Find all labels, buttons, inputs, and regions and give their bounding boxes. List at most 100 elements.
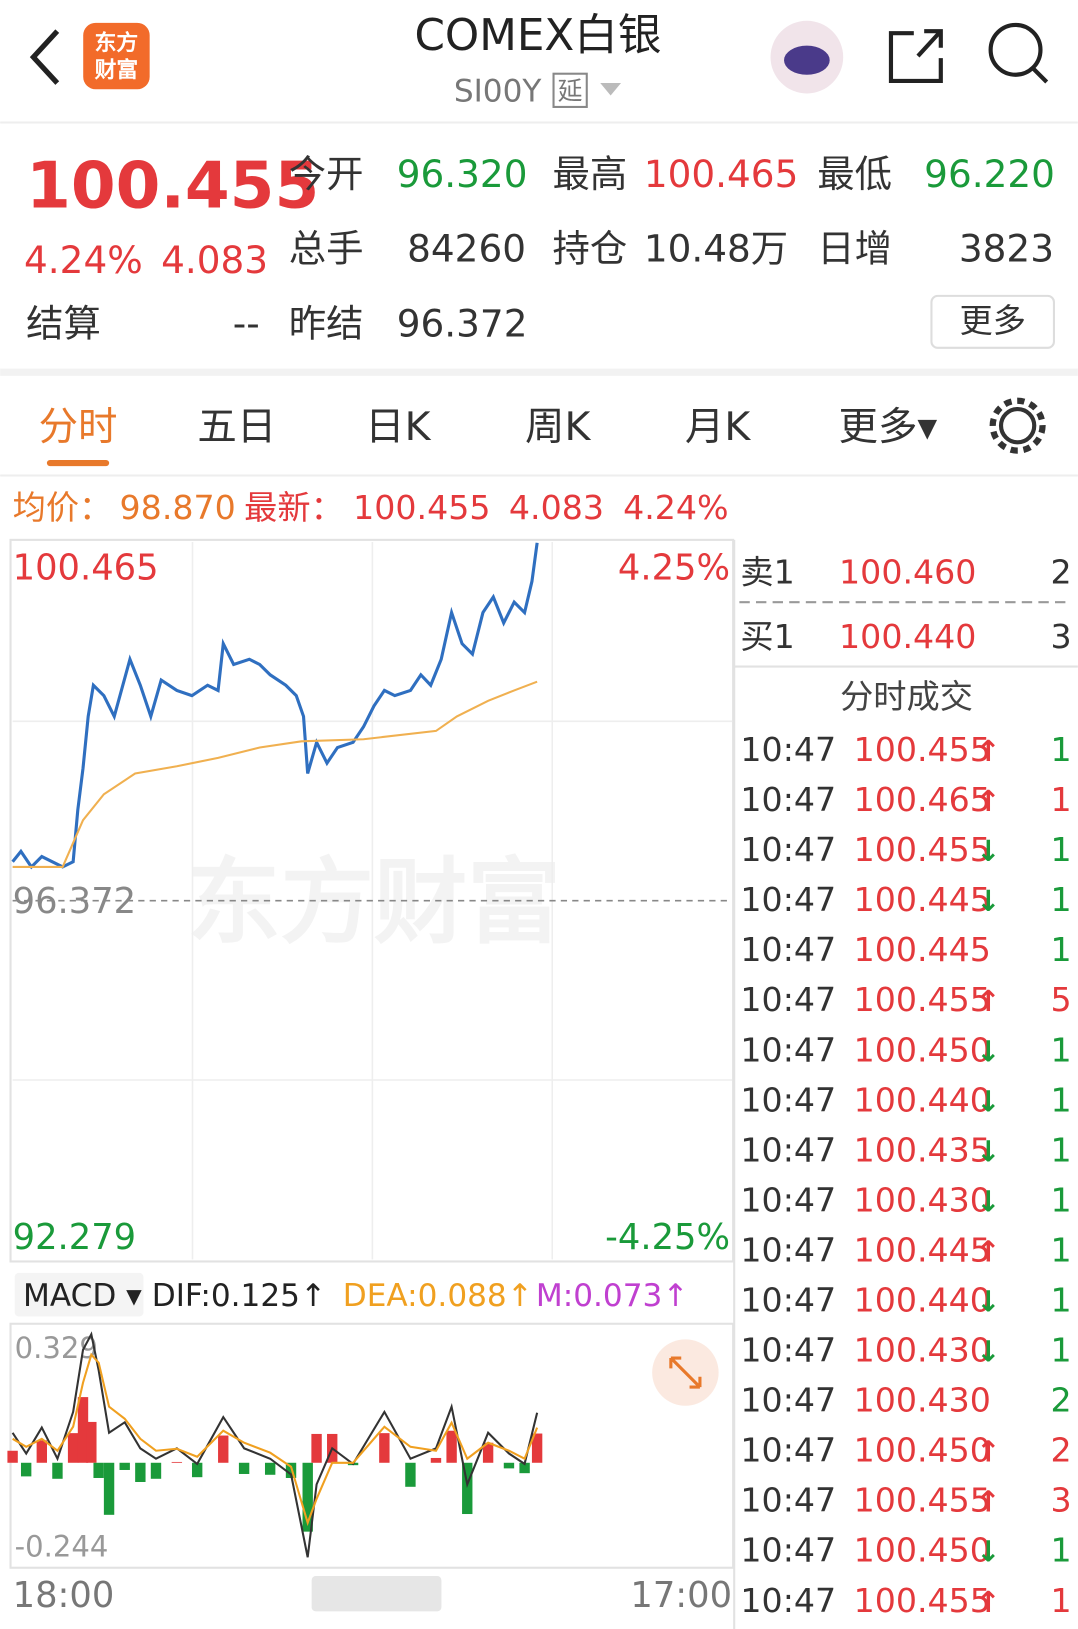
y-tick-label: 100.465 [13,547,159,588]
trade-volume: 5 [1050,980,1071,1019]
trade-price: 100.465 [854,780,991,819]
macd-bar [218,1435,229,1463]
tab[interactable]: 更多▾ [839,404,938,450]
tab[interactable]: 日K [365,404,431,450]
title: COMEX白银 [414,11,661,61]
trade-volume: 1 [1050,1281,1071,1320]
macd-line [11,1331,539,1558]
expand-icon [669,1356,702,1389]
trade-time: 10:47 [740,1080,836,1119]
trade-arrow: ↑ [976,784,1000,818]
y2-tick-label: -4.25% [605,1217,730,1258]
trade-arrow: ↑ [976,734,1000,768]
trade-price: 100.455 [854,980,991,1019]
field-label: 昨结 [289,301,364,345]
trade-time: 10:47 [740,1230,836,1269]
change: 4.083 [509,488,604,527]
trade-price: 100.455 [854,1481,991,1520]
scroll-handle[interactable] [311,1576,442,1612]
trade-price: 100.430 [854,1180,991,1219]
trade-price: 100.450 [854,1531,991,1570]
macd-bar [430,1457,442,1463]
dea-label: DEA:0.088↑ [343,1278,533,1314]
macd-bar [67,1433,79,1463]
search-icon[interactable] [988,22,1043,77]
trade-price: 100.455 [854,730,991,769]
indicator-selector[interactable] [14,1272,144,1317]
tab[interactable]: 分时 [39,404,118,450]
pct-change: 4.24% [24,238,143,282]
watermark: 东方财富 [187,848,561,957]
y-tick-label: 92.279 [13,1217,137,1258]
trade-arrow: ↑ [976,984,1000,1018]
trade-time: 10:47 [740,930,836,969]
more-button-label[interactable]: 更多 [959,301,1025,340]
dropdown[interactable] [600,83,622,96]
trade-price: 100.445 [854,880,991,919]
macd-bar [379,1433,390,1463]
trade-volume: 1 [1050,1331,1071,1370]
x-tick-label: 18:00 [13,1575,115,1616]
trade-volume: 1 [1050,1030,1071,1069]
trade-time: 10:47 [740,1581,836,1620]
trade-time: 10:47 [740,1531,836,1570]
macd-bar [77,1397,89,1463]
y-tick-label: 96.372 [13,881,137,922]
macd-bar [191,1462,203,1478]
trade-price: 100.455 [854,1581,991,1620]
trade-arrow: ↓ [976,884,1000,918]
macd-bar [86,1421,97,1463]
field-label: 持仓 [552,227,627,271]
last-label: 最新： [244,488,344,527]
macd-bar [446,1430,457,1463]
tab[interactable]: 周K [525,404,591,450]
settle: -- [233,301,260,345]
trade-arrow: ↓ [976,1285,1000,1319]
trade-arrow: ↓ [976,1335,1000,1369]
trade-volume: 2 [1050,1431,1071,1470]
macd-bar [519,1462,530,1474]
prev-settle: 96.372 [397,301,528,345]
pct-change: 4.24% [623,488,729,527]
indicator-selector-label[interactable]: MACD ▾ [23,1278,142,1314]
macd-bar [264,1462,276,1475]
assistant-face [784,45,830,75]
trade-volume: 1 [1050,730,1071,769]
trade-time: 10:47 [740,980,836,1019]
trade-arrow: ↑ [976,1585,1000,1619]
trade-volume: 1 [1050,930,1071,969]
settings-icon[interactable] [998,406,1037,445]
daily-change: 3823 [959,227,1054,271]
macd-bar [462,1462,473,1515]
trade-arrow: ↑ [976,1234,1000,1268]
macd-bar [93,1462,104,1478]
ask-volume: 2 [1050,552,1071,591]
macd-line [12,1352,539,1527]
macd-bar [20,1462,32,1477]
logo-text: 财富 [95,57,139,83]
high: 100.465 [644,152,799,196]
macd-bar [150,1462,162,1479]
trade-arrow: ↓ [976,1535,1000,1569]
tab[interactable]: 五日 [197,404,276,450]
dif-label: DIF:0.125↑ [152,1278,326,1314]
field-label: 最高 [552,152,627,196]
macd-bar [119,1462,130,1470]
ask-price: 100.460 [839,552,976,591]
trade-arrow: ↑ [976,1485,1000,1519]
macd-bar [36,1440,48,1463]
share-icon[interactable] [888,29,943,84]
tab[interactable]: 月K [685,404,751,450]
tab-indicator [46,459,110,467]
m-label: M:0.073↑ [536,1278,689,1314]
trade-time: 10:47 [740,880,836,919]
back-button[interactable] [29,29,60,85]
logo-text: 东方 [95,30,139,56]
more-button[interactable] [930,294,1056,349]
trade-time: 10:47 [740,1481,836,1520]
price-line [11,542,539,870]
trade-price: 100.435 [854,1130,991,1169]
trade-arrow: ↓ [976,834,1000,868]
macd-bar [302,1462,313,1532]
